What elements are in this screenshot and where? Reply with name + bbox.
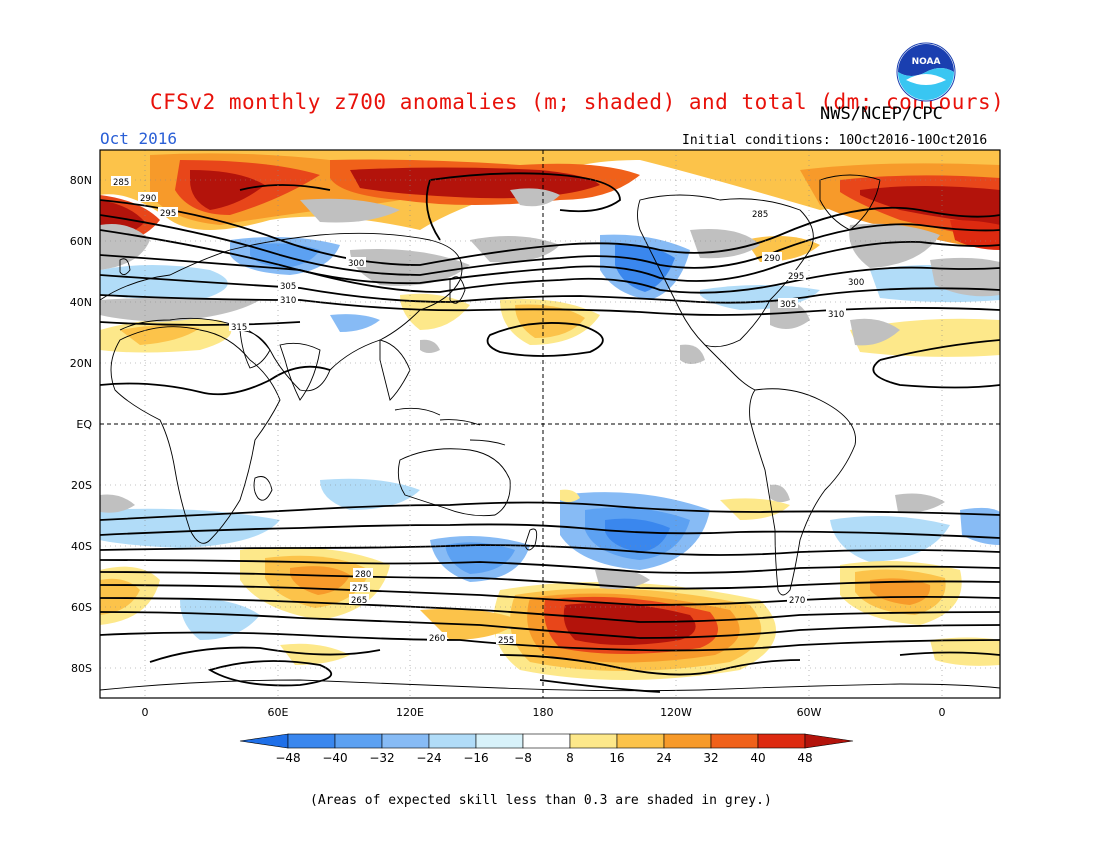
map-frame bbox=[99, 149, 1001, 699]
noaa-logo-icon: NOAA bbox=[896, 42, 956, 102]
contour-label: 290 bbox=[140, 194, 156, 204]
lat-tick: 60S bbox=[71, 601, 92, 614]
contour-label: 285 bbox=[752, 210, 768, 220]
contour-label: 290 bbox=[764, 254, 780, 264]
agency-label: NWS/NCEP/CPC bbox=[820, 104, 943, 124]
contour-label: 255 bbox=[498, 636, 514, 646]
lon-tick: 120E bbox=[396, 706, 424, 719]
colorbar-label: −24 bbox=[416, 751, 441, 765]
colorbar-label: 48 bbox=[797, 751, 812, 765]
contour-label: 305 bbox=[280, 282, 296, 292]
lon-tick-labels: 0 60E 120E 180 120W 60W 0 bbox=[142, 706, 946, 719]
colorbar-label: 8 bbox=[566, 751, 574, 765]
lat-tick: 40S bbox=[71, 540, 92, 553]
lat-tick: 80N bbox=[70, 174, 92, 187]
contour-label: 310 bbox=[828, 310, 844, 320]
contour-label: 305 bbox=[780, 300, 796, 310]
lat-tick: 20S bbox=[71, 479, 92, 492]
contour-label: 265 bbox=[351, 596, 367, 606]
lat-tick: 80S bbox=[71, 662, 92, 675]
lon-tick: 120W bbox=[660, 706, 692, 719]
colorbar-swatch bbox=[710, 733, 759, 749]
forecast-month: Oct 2016 bbox=[100, 129, 178, 148]
contour-label: 300 bbox=[348, 259, 364, 269]
colorbar-label: 24 bbox=[656, 751, 671, 765]
colorbar-label: −40 bbox=[322, 751, 347, 765]
logo-text: NOAA bbox=[912, 57, 941, 67]
initial-conditions: Initial conditions: 10Oct2016-10Oct2016 bbox=[682, 133, 988, 148]
colorbar-label: 32 bbox=[703, 751, 718, 765]
contour-label: 300 bbox=[848, 278, 864, 288]
colorbar-swatch bbox=[569, 733, 618, 749]
colorbar-arrow-low bbox=[239, 733, 289, 749]
map-field: 285 290 295 300 305 310 315 310 305 300 … bbox=[100, 150, 1000, 698]
chart-title: CFSv2 monthly z700 anomalies (m; shaded)… bbox=[150, 90, 1005, 114]
colorbar-label: −16 bbox=[463, 751, 488, 765]
colorbar-swatch bbox=[334, 733, 383, 749]
colorbar-swatch bbox=[522, 733, 571, 749]
lat-tick: 40N bbox=[70, 296, 92, 309]
colorbar-swatch bbox=[428, 733, 477, 749]
contour-label: 260 bbox=[429, 634, 445, 644]
contour-label: 295 bbox=[788, 272, 804, 282]
colorbar-swatch bbox=[757, 733, 806, 749]
contour-label: 285 bbox=[113, 178, 129, 188]
lon-tick: 180 bbox=[533, 706, 554, 719]
colorbar-swatch bbox=[475, 733, 524, 749]
colorbar-arrow-high bbox=[804, 733, 854, 749]
colorbar-swatch bbox=[616, 733, 665, 749]
lon-tick: 0 bbox=[142, 706, 149, 719]
lat-tick: 20N bbox=[70, 357, 92, 370]
coastlines bbox=[100, 174, 1000, 692]
graticule bbox=[100, 150, 1000, 698]
colorbar: −48 −40 −32 −24 −16 −8 8 16 24 32 40 48 bbox=[239, 733, 854, 765]
colorbar-swatch bbox=[287, 733, 336, 749]
contour-label: 315 bbox=[231, 323, 247, 333]
lon-tick: 0 bbox=[939, 706, 946, 719]
colorbar-label: −32 bbox=[369, 751, 394, 765]
lon-tick: 60W bbox=[797, 706, 822, 719]
skill-footnote: (Areas of expected skill less than 0.3 a… bbox=[310, 793, 772, 808]
colorbar-label: 16 bbox=[609, 751, 624, 765]
colorbar-label: −48 bbox=[275, 751, 300, 765]
height-contours bbox=[100, 172, 1000, 693]
lat-tick-labels: 80N 60N 40N 20N EQ 20S 40S 60S 80S bbox=[70, 174, 93, 675]
contour-label: 275 bbox=[352, 584, 368, 594]
lat-tick: EQ bbox=[76, 418, 92, 431]
contour-label: 310 bbox=[280, 296, 296, 306]
contour-label: 295 bbox=[160, 209, 176, 219]
colorbar-label: −8 bbox=[514, 751, 532, 765]
contour-label: 280 bbox=[355, 570, 371, 580]
lat-tick: 60N bbox=[70, 235, 92, 248]
contour-labels: 285 290 295 300 305 310 315 310 305 300 … bbox=[111, 176, 866, 646]
lon-tick: 60E bbox=[268, 706, 289, 719]
contour-label: 270 bbox=[789, 596, 805, 606]
colorbar-swatch bbox=[663, 733, 712, 749]
colorbar-label: 40 bbox=[750, 751, 765, 765]
colorbar-swatch bbox=[381, 733, 430, 749]
